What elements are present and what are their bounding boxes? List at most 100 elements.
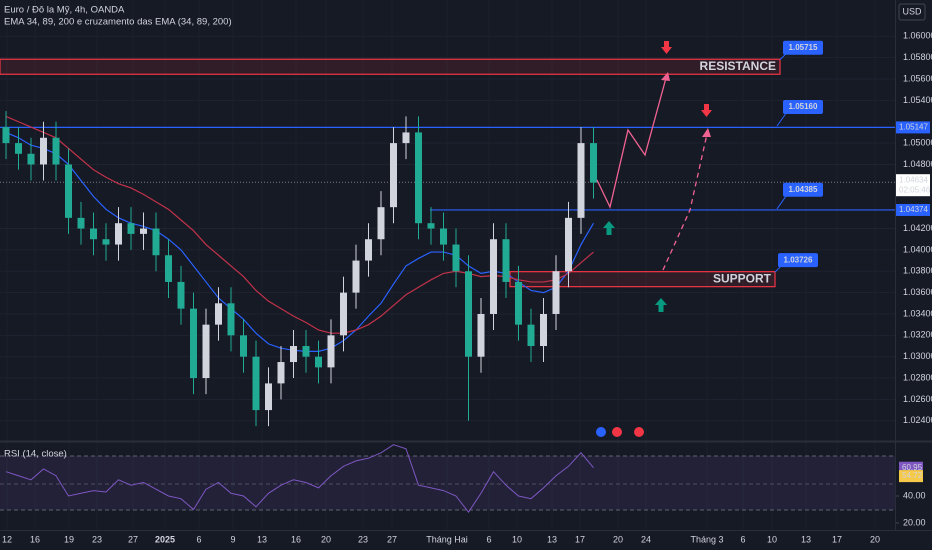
x-tick-label: 10 — [512, 534, 522, 544]
x-tick-label: 23 — [358, 534, 368, 544]
candle-body — [415, 132, 422, 224]
candle-body — [440, 228, 447, 245]
x-tick-label: 13 — [257, 534, 267, 544]
y-tick-label: 1.06000 — [903, 31, 932, 41]
candle-body — [552, 271, 560, 314]
rsi-band — [0, 456, 895, 510]
y-tick-label: 1.03600 — [903, 287, 932, 297]
projection-arrowhead — [661, 72, 670, 81]
candle-body — [127, 223, 135, 234]
candle-body — [490, 239, 497, 314]
x-tick-label: 2025 — [155, 534, 175, 544]
x-tick-label: 6 — [196, 534, 201, 544]
candle-body — [77, 217, 85, 229]
candle-body — [190, 308, 197, 379]
y-tick-label: 1.05000 — [903, 137, 932, 147]
callout-label: 1.05715 — [789, 43, 818, 52]
rsi-tag-label: 54.72 — [902, 471, 923, 480]
candle-body — [115, 223, 122, 245]
candle-body — [65, 164, 72, 218]
y-tick-label: 1.05600 — [903, 73, 932, 83]
x-tick-label: 23 — [92, 534, 102, 544]
x-tick-label: 27 — [387, 534, 397, 544]
currency-label[interactable]: USD — [902, 6, 922, 16]
callout-pointer — [776, 194, 788, 210]
candle-body — [377, 207, 385, 240]
indicator-title: EMA 34, 89, 200 e cruzamento das EMA (34… — [4, 17, 232, 28]
callout-label: 1.03726 — [784, 255, 813, 264]
y-tick-label: 1.02400 — [903, 415, 932, 425]
price-tag — [896, 203, 930, 216]
last-price-tag — [896, 174, 930, 197]
y-tick-label: 1.03400 — [903, 308, 932, 318]
y-tick-label: 1.03000 — [903, 351, 932, 361]
candle-body — [340, 292, 347, 336]
candle-body — [227, 303, 235, 336]
candle-body — [215, 303, 222, 325]
y-tick-label: 1.05400 — [903, 95, 932, 105]
up-arrow — [603, 221, 615, 235]
zone — [0, 58, 781, 75]
x-tick-label: 24 — [641, 534, 651, 544]
callout-box — [783, 40, 823, 55]
candle-body — [477, 313, 485, 357]
candle-body — [527, 324, 535, 347]
price-tag — [896, 121, 930, 134]
callout-pointer — [776, 111, 788, 127]
x-tick-label: 6 — [740, 534, 745, 544]
projection-dashed-path — [662, 133, 708, 271]
y-tick-label: 1.05800 — [903, 52, 932, 62]
chart-title: Euro / Đô la Mỹ, 4h, OANDA — [4, 5, 125, 16]
x-tick-label: 16 — [30, 534, 40, 544]
candle-body — [302, 346, 310, 357]
candle-body — [502, 239, 510, 282]
candle-body — [365, 239, 372, 261]
last-price-label: 1.04634 — [899, 175, 928, 184]
projection-dashed-arrowhead — [702, 128, 711, 137]
x-tick-label: 19 — [64, 534, 74, 544]
price-tag-label: 1.04374 — [899, 205, 928, 214]
candle-body — [390, 143, 397, 208]
candle-body — [265, 383, 272, 411]
x-tick-label: 17 — [832, 534, 842, 544]
candle-body — [202, 324, 210, 379]
candle-body — [152, 228, 160, 256]
x-tick-label: Tháng 3 — [690, 534, 723, 544]
x-tick-label: 9 — [230, 534, 235, 544]
currency-button[interactable] — [898, 3, 926, 21]
x-tick-label: 17 — [575, 534, 585, 544]
candle-body — [52, 137, 60, 165]
x-tick-label: 13 — [801, 534, 811, 544]
x-tick-label: 27 — [128, 534, 138, 544]
down-arrow — [701, 104, 712, 117]
candle-body — [540, 313, 547, 347]
callout-label: 1.05160 — [789, 102, 818, 111]
x-tick-label: 20 — [613, 534, 623, 544]
candle-body — [465, 271, 472, 357]
y-tick-label: 1.04800 — [903, 159, 932, 169]
x-tick-label: 6 — [486, 534, 491, 544]
candle-body — [177, 281, 185, 309]
rsi-tag — [899, 470, 923, 483]
rsi-tag-label: 60.95 — [902, 463, 923, 472]
candle-body — [577, 143, 585, 218]
countdown-label: 02:05:46 — [899, 185, 931, 194]
candle-body — [277, 362, 285, 384]
y-tick-label: 1.04200 — [903, 223, 932, 233]
callout-box — [783, 100, 823, 115]
zone-label: RESISTANCE — [700, 59, 776, 73]
candle-body — [40, 137, 47, 165]
candle-body — [240, 335, 247, 357]
x-tick-label: Tháng Hai — [426, 534, 468, 544]
rsi-tick-label: 40.00 — [903, 490, 926, 500]
rsi-tick-label: 20.00 — [903, 517, 926, 527]
candle-body — [102, 239, 110, 245]
x-tick-label: 10 — [767, 534, 777, 544]
candle-body — [590, 143, 597, 183]
x-tick-label: 20 — [870, 534, 880, 544]
overlay: 1.05147 1.04374 1.05160 1.04385 1.05715 1.037… — [774, 40, 931, 483]
candle-body — [27, 153, 35, 165]
candle-body — [402, 132, 410, 144]
down-arrow — [661, 41, 672, 54]
